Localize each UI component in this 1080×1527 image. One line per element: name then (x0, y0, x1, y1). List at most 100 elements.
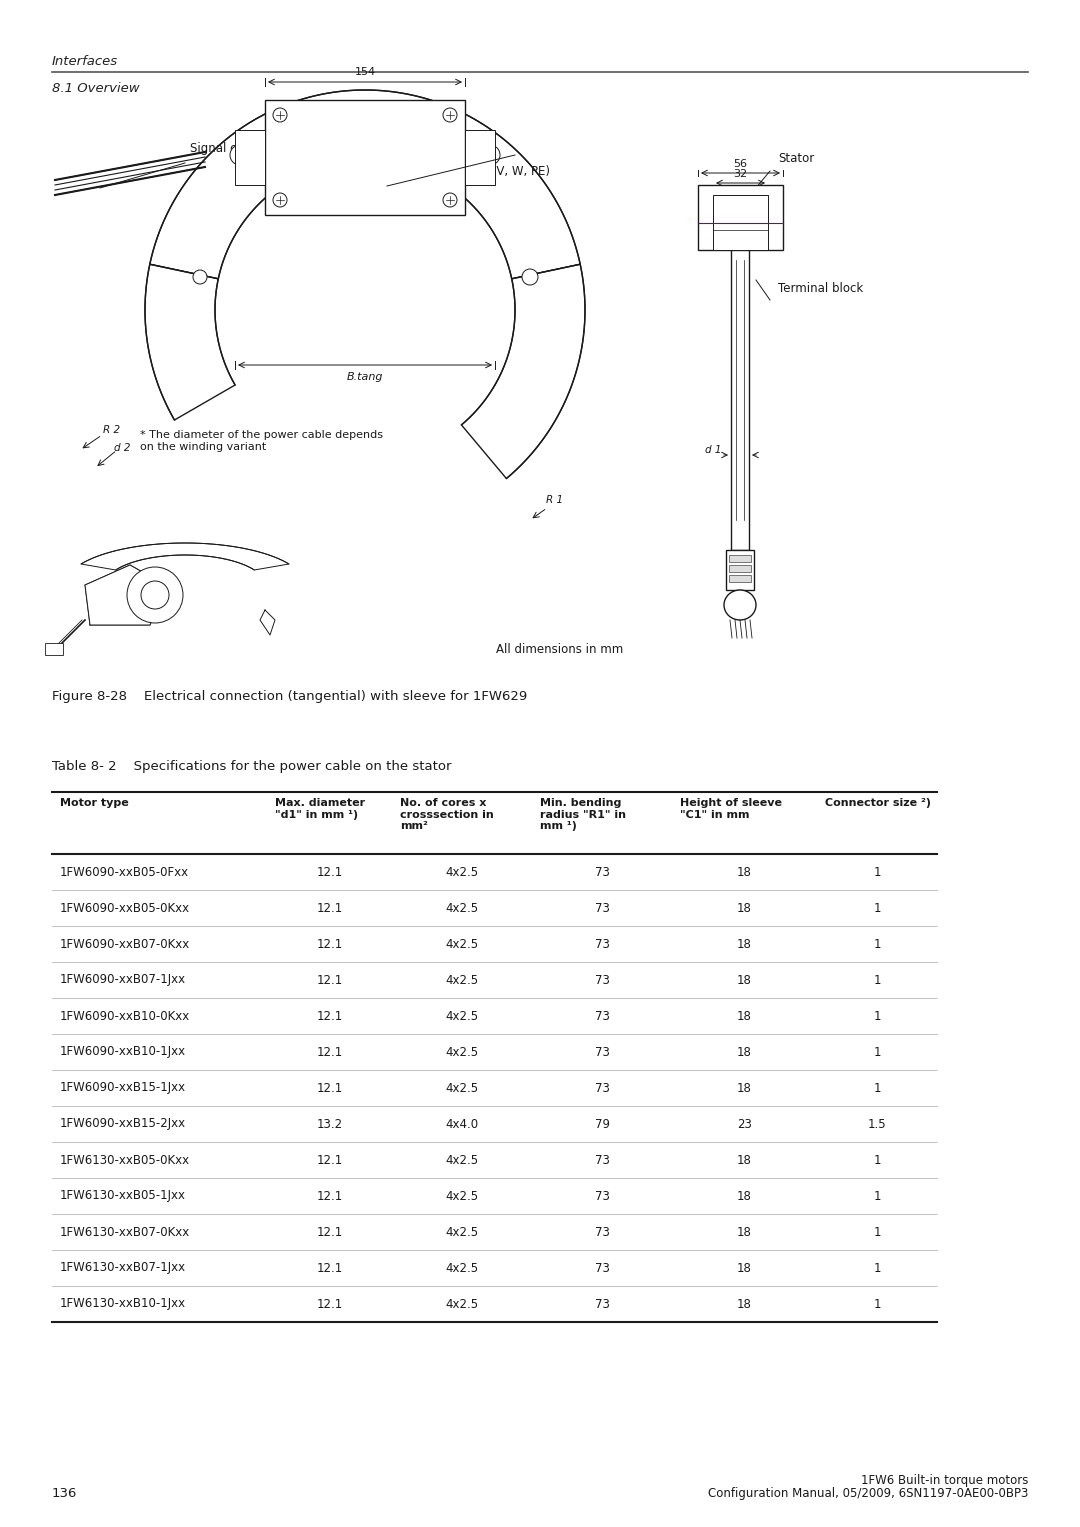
Circle shape (193, 270, 207, 284)
Text: 4x4.0: 4x4.0 (445, 1118, 478, 1130)
Text: 1: 1 (874, 866, 881, 878)
Bar (45, 643, 63, 655)
Text: 4x2.5: 4x2.5 (445, 1081, 478, 1095)
Text: 18: 18 (737, 1261, 752, 1275)
Text: 79: 79 (594, 1118, 609, 1130)
Text: 13.2: 13.2 (316, 1118, 342, 1130)
Text: 73: 73 (595, 1298, 609, 1310)
Bar (731, 250, 750, 550)
Text: 1FW6130-xxB05-0Kxx: 1FW6130-xxB05-0Kxx (60, 1153, 190, 1167)
Text: 18: 18 (737, 1153, 752, 1167)
Text: 23: 23 (737, 1118, 752, 1130)
Text: All dimensions in mm: All dimensions in mm (497, 643, 623, 657)
Text: 1FW6090-xxB10-1Jxx: 1FW6090-xxB10-1Jxx (60, 1046, 186, 1058)
Text: 73: 73 (595, 1153, 609, 1167)
Polygon shape (150, 90, 580, 279)
Text: 4x2.5: 4x2.5 (445, 1226, 478, 1238)
Text: 1: 1 (874, 1081, 881, 1095)
Text: No. of cores x
crosssection in
mm²: No. of cores x crosssection in mm² (400, 799, 494, 831)
Text: 18: 18 (737, 1046, 752, 1058)
Circle shape (127, 567, 183, 623)
Text: 4x2.5: 4x2.5 (445, 1261, 478, 1275)
Bar (713, 195, 768, 250)
Text: 1.5: 1.5 (867, 1118, 887, 1130)
Text: 136: 136 (52, 1487, 78, 1500)
Text: 18: 18 (737, 866, 752, 878)
Bar (698, 185, 783, 250)
Text: Terminal block: Terminal block (778, 282, 863, 295)
Circle shape (141, 580, 168, 609)
Text: 4x2.5: 4x2.5 (445, 901, 478, 915)
Text: 1FW6090-xxB10-0Kxx: 1FW6090-xxB10-0Kxx (60, 1009, 190, 1023)
Text: 1FW6130-xxB05-1Jxx: 1FW6130-xxB05-1Jxx (60, 1190, 186, 1202)
Polygon shape (81, 544, 289, 570)
Text: 18: 18 (737, 1226, 752, 1238)
Circle shape (443, 108, 457, 122)
Text: 4x2.5: 4x2.5 (445, 1046, 478, 1058)
Text: 73: 73 (595, 1261, 609, 1275)
Text: 1: 1 (874, 1261, 881, 1275)
Text: 18: 18 (737, 901, 752, 915)
Text: 1FW6130-xxB07-1Jxx: 1FW6130-xxB07-1Jxx (60, 1261, 186, 1275)
Bar (729, 576, 751, 582)
Text: 73: 73 (595, 1046, 609, 1058)
Text: 1: 1 (874, 1298, 881, 1310)
Bar (726, 550, 754, 589)
Text: 18: 18 (737, 974, 752, 986)
Text: 18: 18 (737, 1081, 752, 1095)
Text: 154: 154 (354, 67, 376, 76)
Bar (465, 130, 495, 185)
Text: 1FW6130-xxB07-0Kxx: 1FW6130-xxB07-0Kxx (60, 1226, 190, 1238)
Text: 1FW6090-xxB15-2Jxx: 1FW6090-xxB15-2Jxx (60, 1118, 186, 1130)
Circle shape (273, 108, 287, 122)
Text: *Power cable (U, V, W, PE): *Power cable (U, V, W, PE) (395, 165, 550, 179)
Text: 56: 56 (733, 159, 747, 169)
Text: 12.1: 12.1 (316, 1081, 342, 1095)
Text: 1FW6090-xxB15-1Jxx: 1FW6090-xxB15-1Jxx (60, 1081, 186, 1095)
Text: 1: 1 (874, 1190, 881, 1202)
Text: 4x2.5: 4x2.5 (445, 1153, 478, 1167)
Bar (265, 99, 465, 215)
Text: 4x2.5: 4x2.5 (445, 1190, 478, 1202)
Text: 18: 18 (737, 938, 752, 950)
Text: 12.1: 12.1 (316, 974, 342, 986)
Text: R 1: R 1 (546, 495, 564, 505)
Text: 12.1: 12.1 (316, 1226, 342, 1238)
Text: 1FW6090-xxB07-1Jxx: 1FW6090-xxB07-1Jxx (60, 974, 186, 986)
Text: * The diameter of the power cable depends
on the winding variant: * The diameter of the power cable depend… (140, 431, 383, 452)
Bar (729, 565, 751, 573)
Text: Signal cable (2xPTC, 1xKTY 84): Signal cable (2xPTC, 1xKTY 84) (190, 142, 373, 156)
Text: Interfaces: Interfaces (52, 55, 118, 69)
Text: 1: 1 (874, 1153, 881, 1167)
Text: 4x2.5: 4x2.5 (445, 866, 478, 878)
Text: 18: 18 (737, 1009, 752, 1023)
Text: 73: 73 (595, 938, 609, 950)
Ellipse shape (724, 589, 756, 620)
Text: 8.1 Overview: 8.1 Overview (52, 82, 139, 95)
Text: 12.1: 12.1 (316, 901, 342, 915)
Circle shape (480, 145, 500, 165)
Text: 73: 73 (595, 1081, 609, 1095)
Text: 12.1: 12.1 (316, 1009, 342, 1023)
Polygon shape (85, 565, 165, 625)
Text: Configuration Manual, 05/2009, 6SN1197-0AE00-0BP3: Configuration Manual, 05/2009, 6SN1197-0… (707, 1487, 1028, 1500)
Text: 1: 1 (874, 901, 881, 915)
Text: Height of sleeve
"C1" in mm: Height of sleeve "C1" in mm (680, 799, 782, 820)
Bar (235, 130, 265, 185)
Text: d 1: d 1 (705, 444, 721, 455)
Text: Figure 8-28    Electrical connection (tangential) with sleeve for 1FW629: Figure 8-28 Electrical connection (tange… (52, 690, 527, 702)
Text: Stator: Stator (778, 153, 814, 165)
Circle shape (230, 145, 249, 165)
Text: Table 8- 2    Specifications for the power cable on the stator: Table 8- 2 Specifications for the power … (52, 760, 451, 773)
Text: 1FW6130-xxB10-1Jxx: 1FW6130-xxB10-1Jxx (60, 1298, 186, 1310)
Text: 1: 1 (874, 1046, 881, 1058)
Text: 73: 73 (595, 1226, 609, 1238)
Text: Connector size ²): Connector size ²) (825, 799, 931, 808)
Bar (729, 554, 751, 562)
Text: 12.1: 12.1 (316, 1261, 342, 1275)
Text: 4x2.5: 4x2.5 (445, 1009, 478, 1023)
Text: 1FW6090-xxB07-0Kxx: 1FW6090-xxB07-0Kxx (60, 938, 190, 950)
Text: d 2: d 2 (113, 443, 131, 454)
Text: 12.1: 12.1 (316, 1046, 342, 1058)
Text: 18: 18 (737, 1298, 752, 1310)
